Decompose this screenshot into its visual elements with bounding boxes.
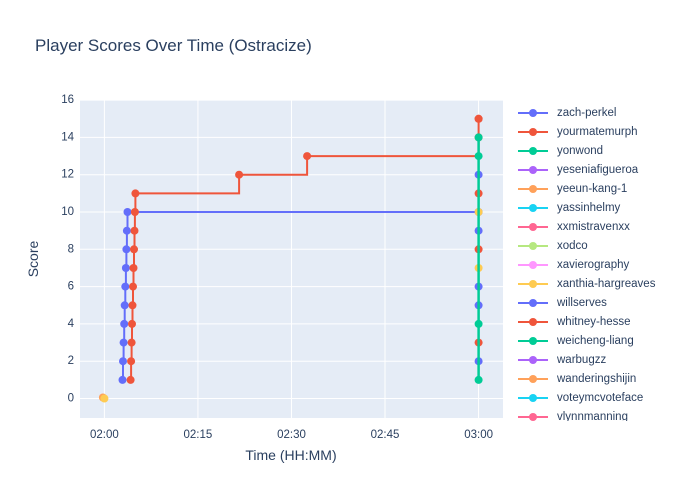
y-tick-label-6: 6	[68, 281, 74, 293]
series-marker-yourmatemurph	[129, 282, 137, 291]
y-axis-title: Score	[25, 240, 41, 278]
legend-label: zach-perkel	[557, 106, 617, 119]
legend-label: yonwond	[557, 144, 604, 157]
y-tick-label-10: 10	[61, 206, 74, 218]
chart-title: Player Scores Over Time (Ostracize)	[35, 36, 312, 55]
series-marker-zach-perkel	[119, 357, 127, 366]
legend-label: whitney-hesse	[557, 315, 631, 328]
legend-item-whitney-hesse[interactable]: whitney-hesse	[518, 312, 693, 331]
legend-line-marker-icon	[518, 165, 548, 174]
series-marker-zach-perkel	[122, 245, 131, 254]
series-marker-yourmatemurph	[128, 301, 137, 310]
legend-label: weicheng-liang	[557, 334, 634, 347]
legend-item-voteymcvoteface[interactable]: voteymcvoteface	[518, 388, 693, 407]
legend-label: xavierography	[557, 258, 630, 271]
legend-line-marker-icon	[518, 146, 548, 155]
series-marker-zach-perkel	[121, 264, 130, 272]
y-tick-label-14: 14	[61, 131, 74, 143]
legend-line-marker-icon	[518, 127, 548, 136]
legend-label: yassinhelmy	[557, 201, 621, 214]
legend-line-marker-icon	[518, 279, 548, 288]
legend-item-yeeun-kang-1[interactable]: yeeun-kang-1	[518, 179, 693, 198]
legend-line-marker-icon	[518, 317, 548, 326]
x-axis-title: Time (HH:MM)	[245, 447, 337, 463]
legend-item-yeseniafigueroa[interactable]: yeseniafigueroa	[518, 160, 693, 179]
legend-item-vlynnmanning[interactable]: vlynnmanning	[518, 407, 693, 421]
series-marker-zach-perkel	[120, 301, 129, 310]
x-tick-label-03:00: 03:00	[464, 429, 493, 441]
legend-item-wanderingshijin[interactable]: wanderingshijin	[518, 369, 693, 388]
legend-label: warbugzz	[557, 353, 607, 366]
series-marker-yourmatemurph	[131, 189, 140, 198]
legend-item-zach-perkel[interactable]: zach-perkel	[518, 103, 693, 122]
series-marker-yourmatemurph	[126, 375, 135, 384]
legend-item-xodco[interactable]: xodco	[518, 236, 693, 255]
legend-label: yeseniafigueroa	[557, 163, 639, 176]
end-marker-score-15	[474, 114, 483, 123]
legend-label: xanthia-hargreaves	[557, 277, 656, 290]
legend-label: xxmistravenxx	[557, 220, 630, 233]
legend-item-willserves[interactable]: willserves	[518, 293, 693, 312]
legend-item-xavierography[interactable]: xavierography	[518, 255, 693, 274]
start-marker	[100, 394, 109, 403]
series-marker-zach-perkel	[118, 375, 127, 384]
series-marker-zach-perkel	[119, 338, 128, 347]
x-tick-label-02:45: 02:45	[371, 429, 400, 441]
series-marker-yourmatemurph	[130, 208, 139, 216]
legend-line-marker-icon	[518, 412, 548, 421]
legend-line-marker-icon	[518, 260, 548, 269]
legend-line-marker-icon	[518, 184, 548, 193]
series-marker-zach-perkel	[120, 319, 129, 328]
x-tick-label-02:00: 02:00	[90, 429, 119, 441]
y-tick-label-2: 2	[68, 355, 74, 367]
x-tick-label-02:30: 02:30	[277, 429, 306, 441]
legend-label: willserves	[557, 296, 607, 309]
legend-label: yeeun-kang-1	[557, 182, 628, 195]
legend-line-marker-icon	[518, 336, 548, 345]
y-tick-label-12: 12	[61, 169, 74, 181]
legend-line-marker-icon	[518, 203, 548, 212]
legend-line-marker-icon	[518, 355, 548, 364]
x-tick-label-02:15: 02:15	[184, 429, 213, 441]
series-marker-yourmatemurph	[130, 226, 139, 235]
legend-item-xanthia-hargreaves[interactable]: xanthia-hargreaves	[518, 274, 693, 293]
y-tick-label-8: 8	[68, 243, 74, 255]
legend-line-marker-icon	[518, 393, 548, 402]
y-tick-label-16: 16	[61, 94, 74, 106]
legend-item-yassinhelmy[interactable]: yassinhelmy	[518, 198, 693, 217]
legend-label: xodco	[557, 239, 588, 252]
series-marker-zach-perkel	[123, 208, 132, 216]
legend-label: vlynnmanning	[557, 410, 628, 422]
legend-label: voteymcvoteface	[557, 391, 644, 404]
legend-line-marker-icon	[518, 298, 548, 307]
legend-label: yourmatemurph	[557, 125, 638, 138]
legend-line-marker-icon	[518, 241, 548, 250]
series-marker-yourmatemurph	[127, 338, 136, 347]
legend-line-marker-icon	[518, 374, 548, 383]
y-tick-label-4: 4	[68, 318, 75, 330]
series-marker-yourmatemurph	[130, 245, 138, 254]
legend-item-warbugzz[interactable]: warbugzz	[518, 350, 693, 369]
series-marker-yourmatemurph	[129, 264, 138, 272]
series-marker-zach-perkel	[121, 282, 130, 291]
legend: zach-perkel yourmatemurph yonwond yeseniafi…	[518, 103, 693, 421]
legend-label: wanderingshijin	[557, 372, 637, 385]
legend-line-marker-icon	[518, 108, 548, 117]
series-marker-yourmatemurph	[303, 152, 312, 161]
series-marker-yourmatemurph	[128, 319, 136, 328]
legend-item-xxmistravenxx[interactable]: xxmistravenxx	[518, 217, 693, 236]
legend-line-marker-icon	[518, 222, 548, 231]
legend-item-weicheng-liang[interactable]: weicheng-liang	[518, 331, 693, 350]
series-marker-yourmatemurph	[127, 357, 136, 366]
legend-item-yourmatemurph[interactable]: yourmatemurph	[518, 122, 693, 141]
legend-item-yonwond[interactable]: yonwond	[518, 141, 693, 160]
y-tick-label-0: 0	[68, 393, 74, 405]
series-marker-zach-perkel	[122, 226, 131, 235]
series-marker-yourmatemurph	[235, 170, 244, 179]
